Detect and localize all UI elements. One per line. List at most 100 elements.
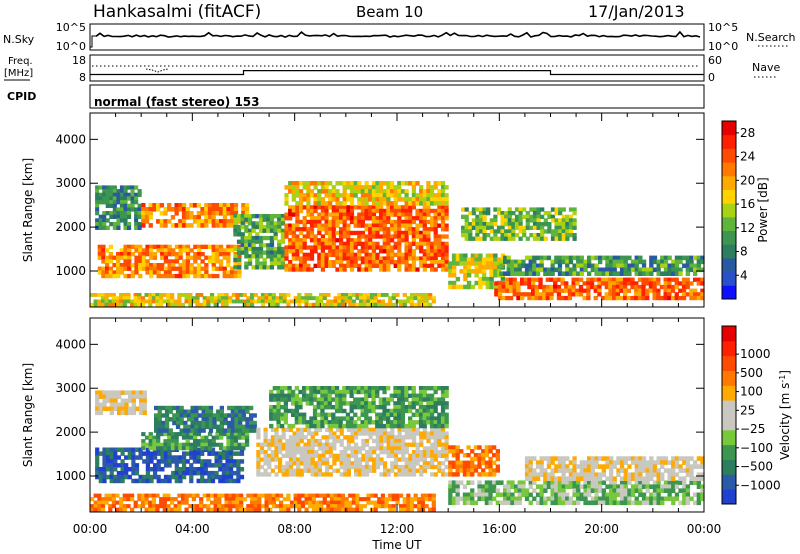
velocity-cell-5: [331, 416, 336, 421]
velocity-cell-7: [532, 476, 537, 481]
power-cell-0: [178, 255, 183, 260]
power-cell-4: [375, 208, 380, 214]
power-cell-2: [215, 223, 220, 228]
power-cell-4: [349, 260, 355, 265]
power-cell-9: [475, 229, 480, 234]
velocity-cell-7: [627, 456, 632, 461]
power-cell-8: [572, 271, 577, 276]
power-cell-2: [152, 207, 157, 212]
power-cell-0: [134, 259, 139, 264]
power-cell-7: [542, 284, 547, 290]
power-cell-1: [123, 200, 128, 205]
velocity-cell-6: [462, 492, 468, 498]
velocity-cell-8: [451, 449, 457, 454]
velocity-cell-6: [514, 484, 519, 489]
velocity-cell-5: [393, 386, 398, 391]
power-cell-7: [696, 277, 701, 282]
power-cell-10: [184, 296, 189, 301]
velocity-cell-5: [298, 401, 303, 406]
velocity-cell-7: [587, 476, 592, 481]
velocity-cell-5: [287, 386, 292, 391]
power-cell-4: [390, 208, 395, 214]
power-cell-5: [375, 193, 380, 198]
velocity-cell-3: [252, 428, 257, 433]
power-cell-10: [340, 299, 346, 304]
velocity-cell-7: [528, 472, 533, 477]
velocity-cell-8: [477, 445, 482, 450]
power-cell-2: [196, 223, 201, 228]
velocity-cell-4: [437, 427, 442, 432]
velocity-cell-4: [364, 461, 370, 466]
power-cell-0: [134, 255, 139, 260]
velocity-cell-8: [451, 453, 457, 458]
velocity-cell-0: [174, 459, 179, 464]
power-cell-10: [420, 296, 425, 301]
freq-panel: Freq. [MHz] 18 8 60 0 Nave: [4, 54, 780, 84]
velocity-cell-4: [292, 468, 297, 473]
power-cell-0: [211, 248, 216, 253]
power-cell-3: [269, 246, 275, 252]
velocity-cell-7: [645, 464, 650, 469]
velocity-cell-5: [375, 386, 380, 391]
power-cell-9: [482, 222, 487, 227]
power-cell-10: [224, 293, 229, 297]
velocity-cell-3: [186, 428, 192, 433]
velocity-cell-7: [645, 468, 650, 473]
velocity-cell-2: [135, 394, 140, 399]
power-cell-1: [105, 203, 110, 208]
velocity-cell-6: [652, 500, 658, 506]
velocity-cell-6: [561, 484, 566, 489]
velocity-cell-0: [98, 474, 103, 480]
velocity-cell-5: [334, 408, 340, 414]
power-cell-9: [525, 218, 530, 223]
power-cell-5: [382, 201, 387, 206]
power-cell-8: [652, 259, 658, 265]
power-cell-10: [286, 302, 291, 307]
velocity-cell-2: [131, 406, 136, 412]
power-cell-8: [590, 255, 595, 261]
power-cell-3: [258, 214, 264, 219]
power-cell-10: [337, 299, 342, 304]
velocity-cell-2: [142, 410, 147, 416]
power-cell-8: [583, 267, 588, 273]
power-cell-2: [189, 211, 194, 216]
velocity-cell-5: [408, 423, 413, 429]
power-cell-5: [390, 181, 395, 186]
power-cell-4: [382, 219, 387, 225]
velocity-cell-4: [263, 472, 268, 477]
velocity-cell-0: [142, 459, 147, 464]
power-cell-4: [382, 267, 387, 272]
power-cell-2: [189, 215, 194, 220]
velocity-cell-7: [667, 476, 672, 481]
velocity-cell-5: [312, 408, 318, 414]
velocity-cell-4: [267, 446, 272, 451]
power-cell-8: [656, 263, 661, 269]
power-cell-4: [393, 234, 398, 239]
power-cell-10: [195, 296, 200, 301]
velocity-cell-6: [630, 500, 636, 506]
power-cell-4: [393, 263, 398, 268]
velocity-cell-6: [696, 484, 701, 489]
velocity-cell-6: [451, 488, 457, 493]
power-cell-0: [178, 270, 183, 275]
power-cell-4: [426, 208, 431, 214]
power-cell-0: [116, 252, 121, 257]
power-cell-5: [393, 197, 398, 202]
velocity-cell-5: [334, 416, 340, 421]
power-cell-4: [342, 223, 347, 228]
power-cell-4: [368, 234, 373, 239]
power-cell-0: [141, 266, 147, 271]
velocity-cell-1: [170, 446, 176, 451]
power-cell-8: [532, 271, 537, 276]
power-cell-8: [561, 259, 566, 265]
power-cell-0: [171, 248, 176, 253]
velocity-cell-3: [208, 424, 214, 429]
velocity-cell-4: [397, 442, 402, 447]
power-cell-5: [397, 189, 402, 194]
power-cell-0: [196, 252, 202, 257]
velocity-cell-6: [539, 488, 544, 493]
velocity-cell-5: [283, 397, 288, 402]
power-cell-10: [155, 296, 160, 301]
velocity-cell-4: [278, 457, 283, 462]
velocity-cell-4: [296, 450, 301, 455]
